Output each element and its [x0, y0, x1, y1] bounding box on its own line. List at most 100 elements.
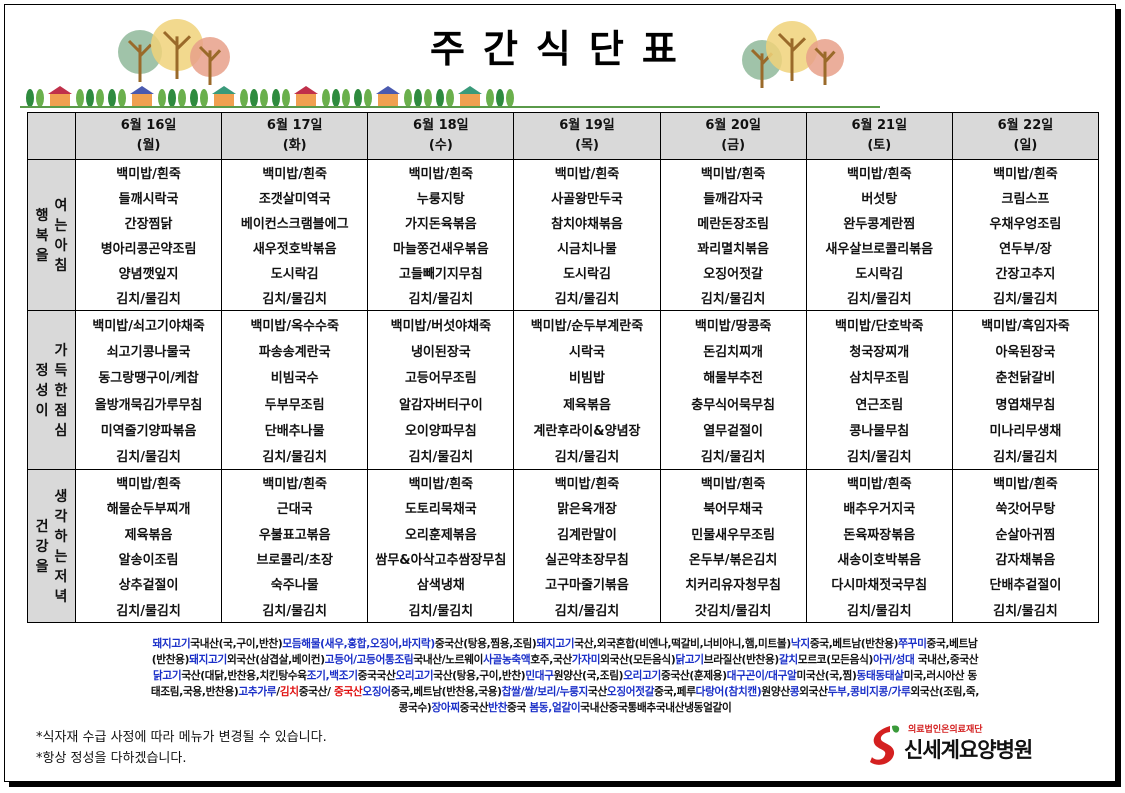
origin-segment: 중국산(탕용,찜용,조림): [434, 638, 537, 650]
label-char: 아: [54, 238, 68, 254]
menu-item: 김치/물김치: [262, 292, 327, 307]
menu-cell: 백미밥/흰죽 근대국 우불표고볶음 브로콜리/초장 숙주나물 김치/물김치: [221, 469, 369, 623]
origin-segment: 호주,국산: [530, 654, 572, 666]
menu-cell: 백미밥/버섯야채죽 냉이된장국 고등어무조림 알감자버터구이 오이양파무침 김치/물김치: [367, 310, 515, 470]
label-char: 는: [54, 549, 68, 565]
menu-item: 양념깻잎지: [118, 267, 179, 282]
note-line: *식자재 수급 사정에 따라 메뉴가 변경될 수 있습니다.: [36, 730, 327, 745]
bush-icon: [76, 89, 84, 107]
menu-item: 브로콜리/초장: [256, 553, 333, 569]
origin-segment: 중국산(훈제용): [661, 670, 727, 682]
origin-line: (반찬용)돼지고기외국산(삼겹살,베이컨)고등어/고등어통조림국내산/노르웨이사…: [30, 652, 1100, 668]
menu-item: 메란돈장조림: [697, 217, 770, 232]
header-row: 6월 16일 (월) 6월 17일 (화) 6월 18일 (수) 6월 19일 (목) 6월 2…: [27, 112, 1100, 160]
menu-item: 백미밥/쇠고기야채죽: [92, 318, 205, 334]
menu-item: 김치/물김치: [993, 450, 1058, 466]
menu-item: 충무식어묵무침: [691, 397, 775, 413]
menu-item: 김치/물김치: [993, 292, 1058, 307]
house-icon: [48, 86, 72, 106]
origin-segment: 오징어젓갈: [606, 686, 655, 698]
bush-icon: [86, 89, 94, 107]
origin-line: 콩국수)장아찌중국산반찬중국 봄동,얼갈이국내산중국통배추국내산냉동얼갈이: [30, 700, 1100, 716]
menu-item: 삼색냉채: [416, 578, 465, 594]
bush-icon: [436, 89, 444, 107]
menu-item: 춘천닭갈비: [995, 371, 1056, 387]
menu-item: 김치/물김치: [408, 450, 474, 466]
label-char: 가: [54, 343, 68, 359]
menu-cell: 백미밥/순두부계란죽 시락국 비빔밥 제육볶음 계란후라이&양념장 김치/물김치: [513, 310, 661, 470]
menu-item: 백미밥/흰죽: [554, 477, 620, 493]
menu-item: 새송이호박볶음: [837, 553, 922, 569]
menu-item: 간장찜닭: [124, 217, 173, 232]
day-weekday: (토): [867, 138, 892, 153]
menu-cell: 백미밥/흰죽 북어무채국 민물새우무조림 온두부/볶은김치 치커리유자청무침 갓김치/물김…: [659, 469, 807, 623]
menu-item: 비빔밥: [569, 371, 605, 387]
day-weekday: (목): [575, 138, 599, 153]
menu-item: 들깨감자국: [703, 192, 764, 207]
menu-item: 사골왕만두국: [551, 192, 623, 207]
day-date: 6월 20일: [705, 118, 761, 133]
menu-item: 누룽지탕: [416, 192, 465, 207]
bush-icon: [108, 89, 116, 107]
menu-item: 김치/물김치: [116, 603, 181, 619]
origin-segment: 다랑어(참치캔): [695, 686, 762, 698]
house-icon: [212, 86, 236, 106]
origin-segment: 중국국산: [357, 670, 396, 682]
menu-item: 알송이조림: [118, 553, 179, 569]
label-char: 정: [35, 363, 49, 379]
origin-segment: 외국산: [799, 686, 828, 698]
origin-segment: 돼지고기: [152, 638, 191, 650]
lunch-row: 정 성 이 가 득 한 점 심 백미밥/쇠고기야채죽 쇠고기콩나물국 동그랑땡구이/케찹 올방개묵김가…: [27, 310, 1100, 470]
logo-subtitle: 의료법인온의료재단: [908, 725, 983, 735]
menu-cell: 백미밥/흰죽 버섯탕 완두콩계란찜 새우살브로콜리볶음 도시락김 김치/물김치: [805, 159, 953, 311]
origin-segment: 중국,베트남: [926, 638, 978, 650]
origin-line: 돼지고기국내산(국,구이,반찬)모듬해물(새우,홍합,오징어,바지락)중국산(탕…: [30, 636, 1100, 652]
label-char: 심: [54, 423, 68, 439]
label-char: 녁: [54, 589, 68, 605]
bush-icon: [250, 89, 258, 107]
label-char: 한: [54, 383, 68, 399]
day-header: 6월 16일 (월): [74, 112, 223, 160]
menu-item: 치커리유자청무침: [685, 578, 781, 594]
menu-item: 새우젓호박볶음: [252, 242, 337, 257]
menu-cell: 백미밥/흑임자죽 아욱된장국 춘천닭갈비 명엽채무침 미나리무생채 김치/물김치: [951, 310, 1100, 470]
origin-segment: 닭고기: [675, 654, 704, 666]
menu-item: 실곤약초장무침: [545, 553, 629, 569]
menu-item: 백미밥/흰죽: [554, 167, 620, 182]
origin-segment: 돼지고기: [189, 654, 227, 666]
notes: *식자재 수급 사정에 따라 메뉴가 변경될 수 있습니다. *항상 정성을 다…: [36, 727, 327, 769]
menu-item: 백미밥/흰죽: [846, 477, 912, 493]
bush-icon: [36, 89, 44, 107]
menu-cell: 백미밥/흰죽 맑은육개장 김계란말이 실곤약초장무침 고구마줄기볶음 김치/물김치: [513, 469, 661, 623]
menu-item: 숙주나물: [270, 578, 319, 594]
menu-cell: 백미밥/흰죽 조갯살미역국 베이컨스크램블에그 새우젓호박볶음 도시락김 김치/물김치: [221, 159, 369, 311]
origin-segment: 봄동,얼갈이: [529, 702, 581, 714]
bush-icon: [446, 89, 454, 107]
menu-item: 새우살브로콜리볶음: [825, 242, 934, 257]
menu-item: 고구마줄기볶음: [545, 578, 629, 594]
menu-item: 백미밥/순두부계란죽: [530, 318, 644, 334]
menu-item: 제육볶음: [563, 397, 611, 413]
bush-icon: [168, 89, 176, 107]
bush-icon: [118, 89, 126, 107]
bush-icon: [506, 89, 514, 107]
day-header: 6월 20일 (금): [659, 112, 807, 160]
menu-item: 두부무조림: [264, 397, 325, 413]
menu-item: 파송송계란국: [258, 344, 331, 360]
menu-item: 김치/물김치: [700, 292, 766, 307]
menu-item: 돈김치찌개: [703, 344, 764, 360]
origin-segment: 외국산(조림,죽,: [910, 686, 980, 698]
label-char: 을: [35, 559, 49, 575]
origin-segment: 국산: [588, 686, 607, 698]
origin-segment: 미국산(국,찜): [796, 670, 857, 682]
menu-item: 버섯탕: [861, 192, 898, 207]
origin-segment: 가자미: [571, 654, 601, 666]
tree-icon: [766, 21, 818, 81]
origin-segment: 국산(대닭,반찬용,치킨탕수육: [181, 670, 307, 682]
origin-segment: 태조림,국용,반찬용): [150, 686, 239, 698]
menu-item: 백미밥/단호박죽: [835, 318, 924, 334]
hospital-logo: 의료법인온의료재단 신세계요양병원: [868, 722, 1068, 767]
menu-item: 청국장찌개: [849, 344, 910, 360]
menu-item: 연두부/장: [999, 242, 1052, 257]
